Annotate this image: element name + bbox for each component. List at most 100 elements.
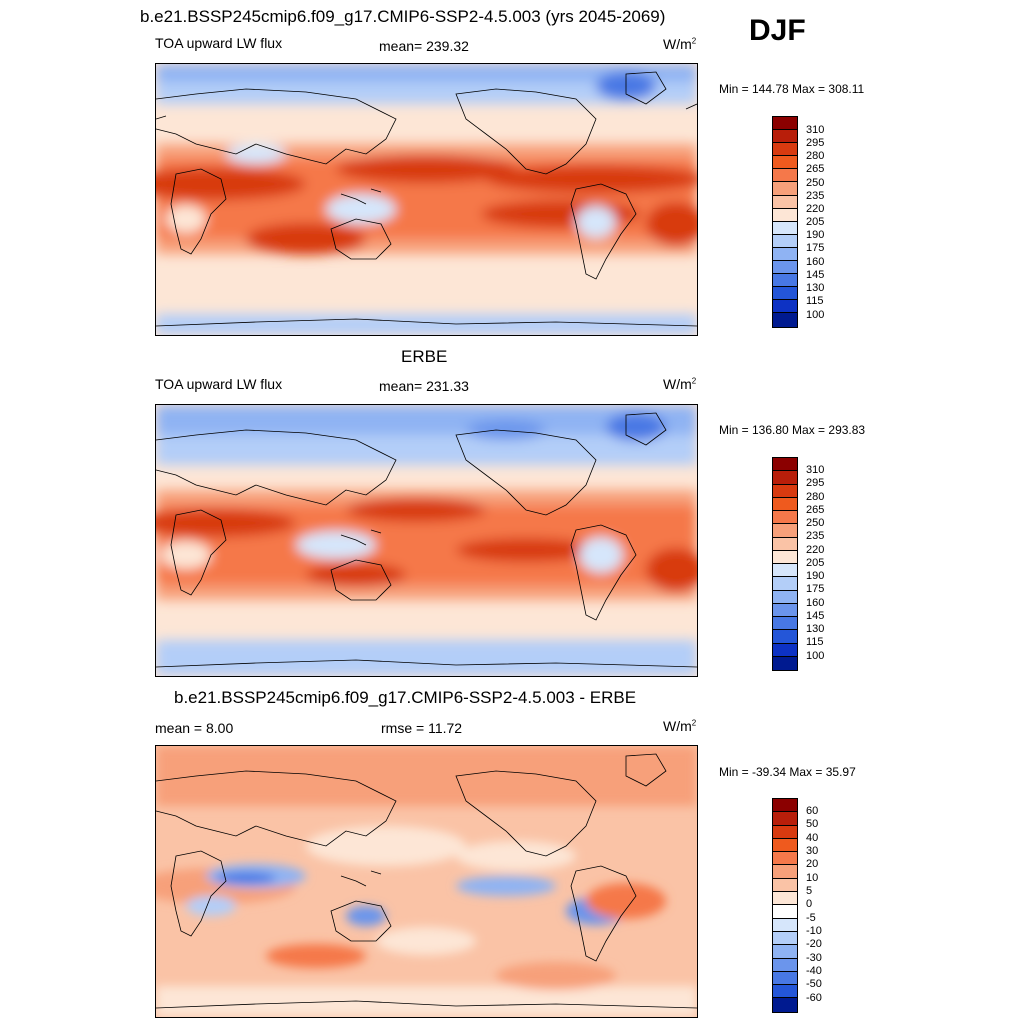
cb1-seg (773, 156, 797, 170)
cb3-seg (773, 998, 797, 1012)
panel1-minmax: Min = 144.78 Max = 308.11 (719, 82, 865, 96)
cb2-label: 160 (806, 597, 825, 609)
cb2-seg (773, 643, 797, 657)
cb3-label: -30 (806, 952, 822, 964)
cb2-seg (773, 656, 797, 670)
cb3-label: 10 (806, 872, 819, 884)
cb1-seg (773, 195, 797, 209)
cb3-seg (773, 812, 797, 826)
panel2-variable-label: TOA upward LW flux (155, 376, 283, 392)
cb2-label: 175 (806, 583, 825, 595)
cb1-label: 175 (806, 242, 825, 254)
panel3-colorbar (772, 798, 798, 1013)
cb3-label: 50 (806, 818, 819, 830)
cb1-label: 115 (806, 295, 824, 307)
cb1-label: 190 (806, 229, 825, 241)
panel1-colorbar (772, 116, 798, 328)
cb2-seg (773, 484, 797, 498)
cb1-label: 100 (806, 309, 825, 321)
panel3-rmse-label: rmse = 11.72 (381, 720, 463, 736)
cb1-label: 265 (806, 163, 825, 175)
cb2-seg (773, 537, 797, 551)
cb3-label: -50 (806, 978, 822, 990)
panel1-variable-label: TOA upward LW flux (155, 35, 283, 51)
cb2-label: 205 (806, 557, 825, 569)
panel3-title: b.e21.BSSP245cmip6.f09_g17.CMIP6-SSP2-4.… (174, 688, 637, 707)
cb2-label: 295 (806, 477, 825, 489)
panel3-mean-label: mean = 8.00 (155, 720, 234, 736)
cb3-seg (773, 905, 797, 919)
cb3-seg (773, 838, 797, 853)
cb2-label: 220 (806, 544, 825, 556)
cb2-seg (773, 550, 797, 564)
cb1-label: 280 (806, 150, 825, 162)
season-label: DJF (749, 14, 806, 47)
cb3-seg (773, 971, 797, 986)
cb3-label: -10 (806, 925, 822, 937)
cb3-seg (773, 825, 797, 839)
panel1-title: b.e21.BSSP245cmip6.f09_g17.CMIP6-SSP2-4.… (140, 7, 666, 26)
cb3-seg (773, 958, 797, 972)
cb1-seg (773, 234, 797, 248)
cb1-label: 130 (806, 282, 825, 294)
cb2-seg (773, 590, 797, 604)
cb1-seg (773, 261, 797, 275)
panel1-units: W/m2 (663, 36, 697, 52)
cb2-seg (773, 524, 797, 538)
cb2-seg (773, 603, 797, 617)
cb1-seg (773, 130, 797, 144)
cb1-label: 295 (806, 137, 825, 149)
panel1-mean-label: mean= 239.32 (379, 38, 469, 54)
cb1-seg (773, 274, 797, 288)
cb3-seg (773, 878, 797, 893)
cb1-seg (773, 247, 797, 262)
panel1-map (155, 63, 698, 336)
cb1-label: 235 (806, 190, 825, 202)
cb2-label: 265 (806, 504, 825, 516)
panel2-colorbar (772, 457, 798, 671)
cb3-seg (773, 985, 797, 999)
cb2-label: 145 (806, 610, 825, 622)
cb1-seg (773, 287, 797, 301)
cb3-label: 20 (806, 858, 819, 870)
cb3-label: 30 (806, 845, 819, 857)
cb1-seg (773, 182, 797, 196)
cb2-label: 190 (806, 570, 825, 582)
cb1-label: 220 (806, 203, 825, 215)
cb3-seg (773, 931, 797, 946)
cb1-label: 145 (806, 269, 825, 281)
panel3-minmax: Min = -39.34 Max = 35.97 (719, 765, 856, 779)
cb1-seg (773, 221, 797, 235)
cb2-label: 280 (806, 491, 825, 503)
cb2-seg (773, 617, 797, 631)
panel3-map (155, 745, 698, 1018)
cb3-label: -60 (806, 992, 822, 1004)
panel3-units: W/m2 (663, 718, 697, 734)
cb3-label: 40 (806, 832, 819, 844)
panel2-units: W/m2 (663, 376, 697, 392)
cb1-seg (773, 117, 797, 131)
cb2-seg (773, 497, 797, 511)
cb2-seg (773, 511, 797, 525)
cb2-seg (773, 630, 797, 644)
cb2-seg (773, 564, 797, 578)
cb2-label: 250 (806, 517, 825, 529)
cb1-seg (773, 300, 797, 314)
cb2-label: 310 (806, 464, 825, 476)
panel2-mean-label: mean= 231.33 (379, 378, 469, 394)
cb2-seg (773, 471, 797, 485)
cb3-seg (773, 945, 797, 959)
cb3-label: -5 (806, 912, 816, 924)
cb1-seg (773, 208, 797, 222)
cb1-label: 205 (806, 216, 825, 228)
cb1-label: 160 (806, 256, 825, 268)
cb2-seg (773, 458, 797, 472)
cb3-seg (773, 799, 797, 813)
cb1-seg (773, 169, 797, 183)
cb2-label: 100 (806, 650, 825, 662)
cb3-label: -40 (806, 965, 822, 977)
cb3-label: 5 (806, 885, 813, 897)
cb3-seg (773, 918, 797, 932)
cb2-label: 235 (806, 530, 825, 542)
cb1-seg (773, 313, 797, 327)
